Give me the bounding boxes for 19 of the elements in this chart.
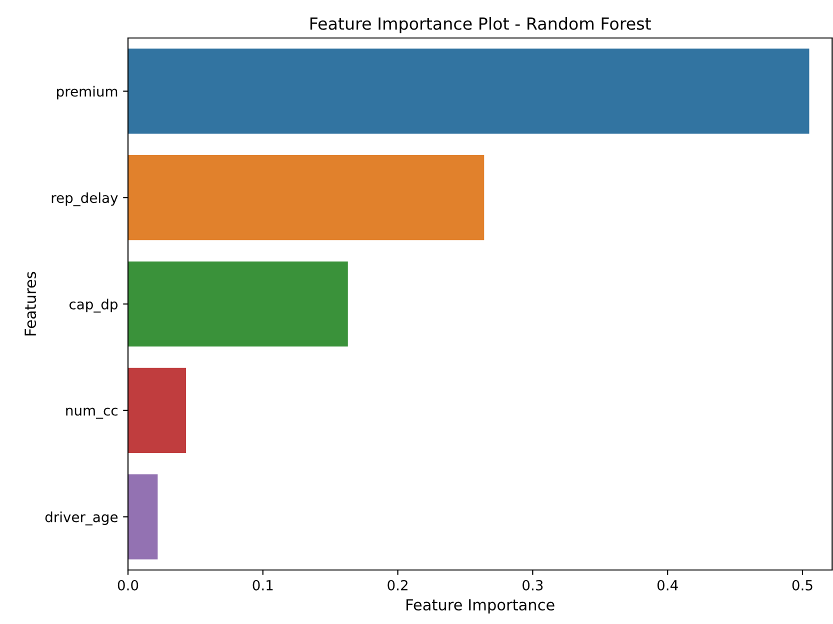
y-tick-label: num_cc: [66, 408, 118, 419]
x-tick-label: 0.4: [657, 580, 678, 590]
bar: [128, 48, 810, 134]
y-tick-label: rep_delay: [52, 192, 118, 206]
x-tick-label: 0.5: [792, 580, 812, 590]
bar: [128, 155, 484, 240]
y-tick-label: cap_dp: [70, 298, 118, 313]
y-tick-label: premium: [57, 86, 118, 100]
bar: [128, 368, 186, 453]
bar: [128, 474, 158, 560]
x-tick-label: 0.1: [252, 580, 273, 590]
y-axis-title: Features: [24, 272, 36, 336]
bar: [128, 261, 348, 347]
y-tick-label: driver_age: [45, 512, 118, 526]
x-tick-label: 0.0: [118, 580, 138, 590]
x-tick-label: 0.3: [522, 580, 543, 590]
chart-title: Feature Importance Plot - Random Forest: [310, 17, 651, 34]
x-tick-label: 0.2: [388, 580, 408, 590]
x-axis-title: Feature Importance: [406, 599, 554, 614]
